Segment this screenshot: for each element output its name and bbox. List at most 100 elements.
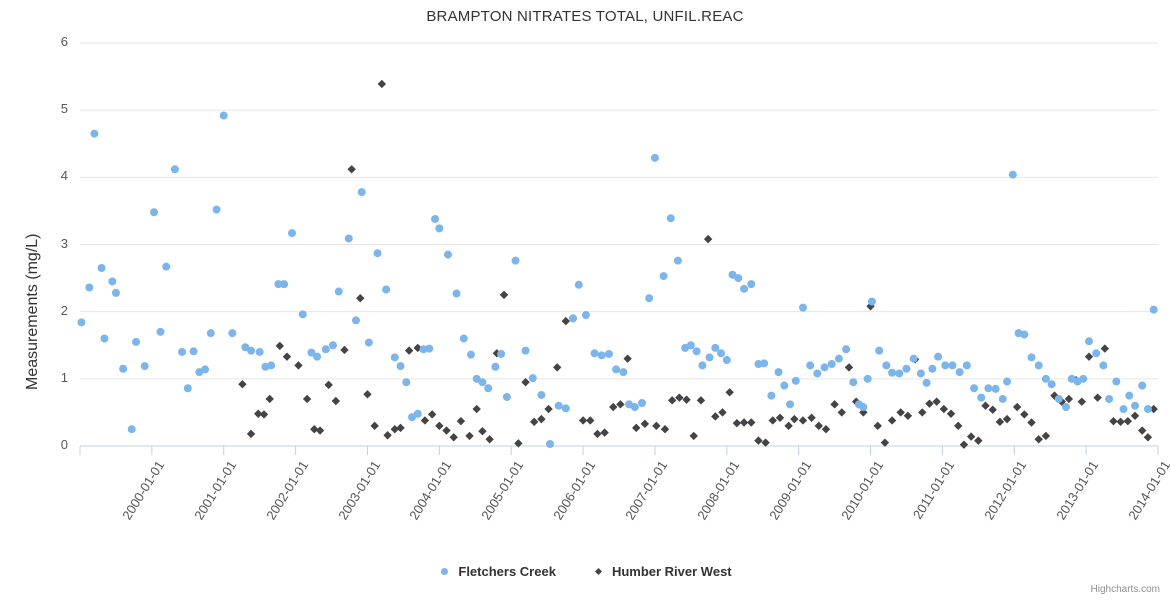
data-point[interactable] [984, 384, 993, 393]
data-point[interactable] [324, 380, 333, 390]
data-point[interactable] [529, 417, 539, 427]
data-point[interactable] [1027, 418, 1036, 427]
data-point[interactable] [569, 314, 578, 323]
data-point[interactable] [948, 361, 957, 370]
data-point[interactable] [302, 394, 312, 404]
data-point[interactable] [675, 393, 684, 402]
data-point[interactable] [1002, 414, 1012, 424]
data-point[interactable] [521, 346, 530, 355]
data-point[interactable] [396, 423, 405, 433]
series-fletchers-creek-points[interactable] [77, 111, 1158, 448]
data-point[interactable] [511, 256, 520, 265]
data-point[interactable] [718, 408, 727, 417]
data-point[interactable] [238, 380, 247, 389]
data-point[interactable] [561, 316, 571, 326]
data-point[interactable] [420, 416, 430, 425]
data-point[interactable] [178, 347, 187, 356]
data-point[interactable] [491, 362, 500, 371]
data-point[interactable] [632, 423, 641, 433]
data-point[interactable] [988, 405, 997, 414]
data-point[interactable] [873, 421, 882, 431]
data-point[interactable] [849, 378, 858, 387]
data-point[interactable] [1123, 416, 1133, 426]
data-point[interactable] [544, 404, 553, 414]
data-point[interactable] [660, 425, 670, 434]
data-point[interactable] [497, 349, 506, 358]
data-point[interactable] [1077, 397, 1087, 406]
data-point[interactable] [593, 429, 602, 439]
data-point[interactable] [798, 416, 808, 425]
data-point[interactable] [1119, 405, 1128, 414]
data-point[interactable] [425, 344, 434, 353]
data-point[interactable] [813, 369, 822, 378]
data-point[interactable] [1027, 353, 1036, 362]
data-point[interactable] [717, 349, 726, 358]
data-point[interactable] [1131, 401, 1140, 410]
data-point[interactable] [711, 343, 720, 352]
data-point[interactable] [1092, 349, 1101, 358]
data-point[interactable] [998, 394, 1007, 403]
data-point[interactable] [310, 425, 319, 434]
data-point[interactable] [201, 365, 210, 374]
data-point[interactable] [77, 318, 86, 327]
data-point[interactable] [363, 390, 372, 399]
data-point[interactable] [946, 409, 956, 418]
data-point[interactable] [465, 431, 474, 441]
data-point[interactable] [259, 410, 269, 419]
data-point[interactable] [578, 416, 588, 425]
data-point[interactable] [637, 399, 646, 408]
data-point[interactable] [667, 396, 677, 405]
data-point[interactable] [1105, 394, 1114, 403]
data-point[interactable] [650, 153, 659, 162]
data-point[interactable] [867, 297, 876, 306]
series-humber-river-west-points[interactable] [238, 79, 1158, 449]
data-point[interactable] [552, 363, 562, 372]
data-point[interactable] [754, 436, 763, 445]
data-point[interactable] [739, 418, 749, 427]
data-point[interactable] [1079, 374, 1088, 383]
data-point[interactable] [499, 290, 509, 300]
data-point[interactable] [974, 436, 983, 445]
data-point[interactable] [1100, 344, 1110, 353]
data-point[interactable] [616, 400, 625, 409]
data-point[interactable] [402, 378, 411, 387]
data-point[interactable] [780, 381, 789, 390]
data-point[interactable] [882, 361, 891, 370]
data-point[interactable] [970, 384, 979, 393]
data-point[interactable] [834, 354, 843, 363]
data-point[interactable] [183, 384, 192, 393]
data-point[interactable] [108, 277, 117, 286]
data-point[interactable] [119, 364, 128, 373]
data-point[interactable] [696, 396, 706, 405]
data-point[interactable] [1012, 402, 1022, 412]
data-point[interactable] [1034, 435, 1043, 444]
data-point[interactable] [666, 214, 675, 223]
data-point[interactable] [880, 438, 890, 447]
data-point[interactable] [478, 427, 487, 436]
data-point[interactable] [431, 214, 440, 223]
data-point[interactable] [435, 224, 444, 233]
data-point[interactable] [630, 403, 639, 412]
data-point[interactable] [435, 421, 444, 431]
data-point[interactable] [456, 416, 466, 426]
data-point[interactable] [246, 429, 256, 439]
legend-item-fletchers-creek[interactable]: Fletchers Creek [438, 563, 556, 579]
data-point[interactable] [689, 431, 698, 441]
data-point[interactable] [732, 418, 742, 428]
data-point[interactable] [1034, 361, 1043, 370]
data-point[interactable] [288, 229, 297, 238]
data-point[interactable] [747, 280, 756, 289]
data-point[interactable] [404, 346, 414, 355]
data-point[interactable] [896, 408, 905, 417]
data-point[interactable] [619, 368, 628, 377]
data-point[interactable] [1047, 380, 1056, 389]
data-point[interactable] [955, 368, 964, 377]
data-point[interactable] [528, 374, 537, 383]
data-point[interactable] [962, 361, 971, 370]
data-point[interactable] [645, 294, 654, 303]
data-point[interactable] [466, 350, 475, 359]
data-point[interactable] [85, 283, 94, 292]
data-point[interactable] [449, 433, 458, 442]
data-point[interactable] [347, 165, 356, 174]
data-point[interactable] [784, 421, 793, 431]
